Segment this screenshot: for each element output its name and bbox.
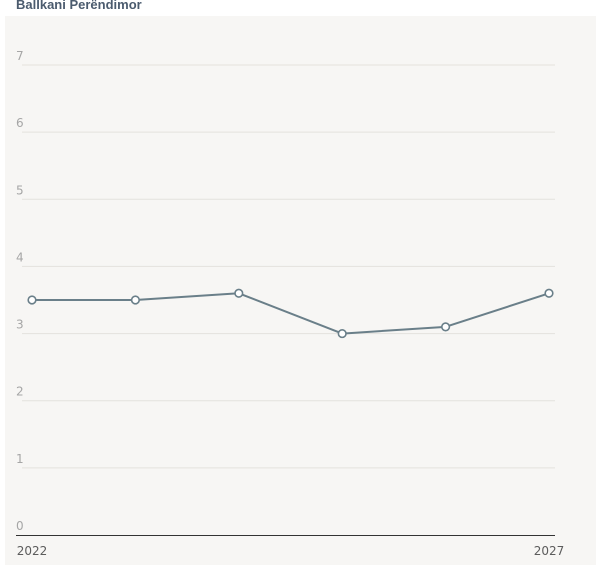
y-tick-label-4: 4 bbox=[16, 250, 24, 264]
data-point-2024 bbox=[234, 288, 244, 298]
series-line-0 bbox=[32, 292, 550, 335]
data-point-2027 bbox=[544, 288, 554, 298]
chart-background bbox=[5, 16, 596, 565]
x-tick-label-2022: 2022 bbox=[17, 544, 48, 558]
data-point-2022 bbox=[27, 295, 37, 305]
data-point-2025 bbox=[337, 328, 347, 339]
y-tick-label-2: 2 bbox=[16, 385, 24, 399]
x-tick-label-2027: 2027 bbox=[534, 544, 565, 558]
y-tick-label-0: 0 bbox=[16, 519, 24, 533]
chart-title: Ballkani Perëndimor bbox=[16, 0, 142, 12]
y-tick-label-6: 6 bbox=[16, 116, 24, 130]
y-tick-label-7: 7 bbox=[16, 49, 24, 63]
y-tick-label-1: 1 bbox=[16, 452, 24, 466]
y-tick-label-5: 5 bbox=[16, 183, 24, 197]
y-tick-label-3: 3 bbox=[16, 318, 24, 332]
data-point-2026 bbox=[441, 322, 451, 332]
data-point-2023 bbox=[130, 295, 140, 305]
